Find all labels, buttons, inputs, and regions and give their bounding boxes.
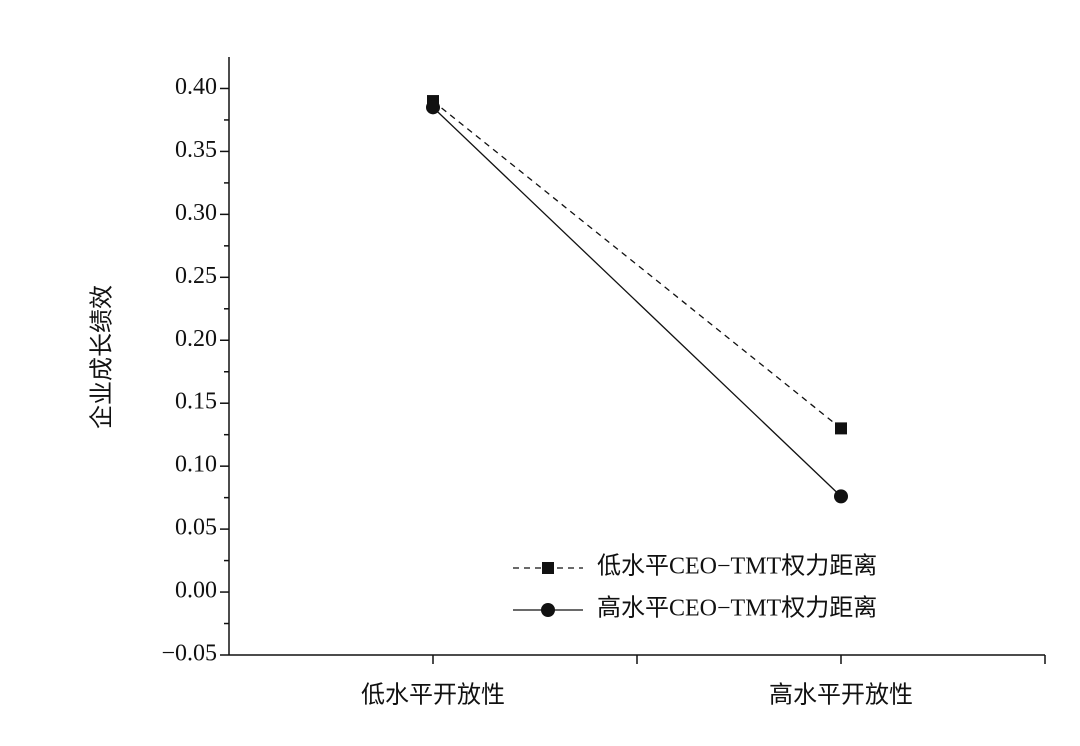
series-line — [432, 106, 842, 497]
y-tick-label: 0.35 — [175, 137, 217, 163]
data-point — [834, 489, 848, 504]
data-point — [426, 100, 440, 115]
legend-marker — [542, 562, 554, 574]
legend-label: 高水平CEO−TMT权力距离 — [597, 595, 877, 622]
x-tick-label: 低水平开放性 — [361, 682, 505, 709]
series-line — [432, 100, 842, 429]
y-tick-label: 0.10 — [175, 452, 217, 478]
y-tick-label: 0.30 — [175, 200, 217, 226]
data-point — [835, 422, 847, 435]
y-axis-label: 企业成长绩效 — [89, 285, 116, 429]
y-tick-label: 0.20 — [175, 326, 217, 352]
legend-marker — [541, 603, 555, 617]
legend-label: 低水平CEO−TMT权力距离 — [597, 553, 877, 580]
y-tick-label: −0.05 — [161, 641, 217, 667]
y-tick-label: 0.40 — [175, 74, 217, 100]
y-tick-label: 0.15 — [175, 389, 217, 415]
x-tick-label: 高水平开放性 — [769, 682, 913, 709]
y-tick-label: 0.00 — [175, 578, 217, 604]
y-tick-label: 0.25 — [175, 263, 217, 289]
y-tick-label: 0.05 — [175, 515, 217, 541]
